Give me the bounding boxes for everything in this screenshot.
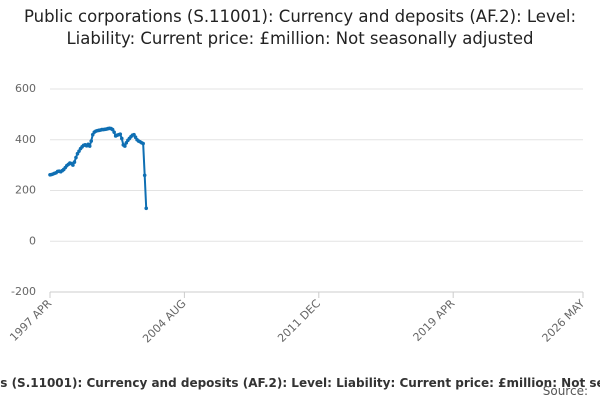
source-label: Source: xyxy=(542,384,588,398)
point xyxy=(119,136,124,141)
x-tick-label: 2011 DEC xyxy=(275,297,323,345)
point xyxy=(112,130,116,134)
point xyxy=(87,144,92,148)
point xyxy=(144,206,149,211)
chart-title: Public corporations (S.11001): Currency … xyxy=(23,7,577,48)
footer: Public corporations (S.11001): Currency … xyxy=(0,376,600,394)
y-tick-label: 200 xyxy=(15,184,36,197)
y-tick-label: 0 xyxy=(29,234,36,247)
x-tick-label: 2004 AUG xyxy=(140,297,189,346)
point xyxy=(123,144,127,148)
point xyxy=(141,141,145,146)
point xyxy=(142,173,147,178)
y-tick-label: 400 xyxy=(15,133,36,146)
point xyxy=(89,139,94,143)
x-tick-label: 2026 MAY xyxy=(540,297,588,345)
point xyxy=(71,163,75,167)
point xyxy=(74,155,78,160)
x-tick-label: 1997 APR xyxy=(7,297,54,344)
point xyxy=(72,160,77,164)
y-tick-label: -200 xyxy=(11,285,36,298)
x-tick-label: 2019 APR xyxy=(411,297,458,344)
point xyxy=(118,132,123,136)
y-tick-label: 600 xyxy=(15,82,36,95)
footer-title: Public corporations (S.11001): Currency … xyxy=(0,376,600,390)
